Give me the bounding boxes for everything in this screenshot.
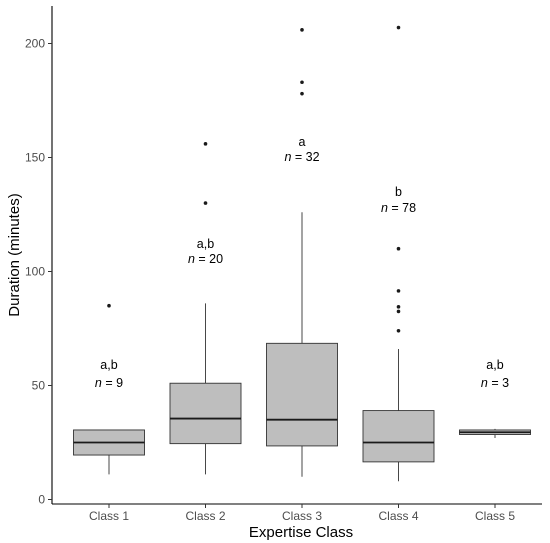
sample-size-label: n = 3 — [481, 376, 509, 390]
annotation: a,b n = 3 — [481, 358, 509, 390]
outlier-point — [107, 303, 111, 308]
x-tick-label: Class 1 — [89, 509, 129, 523]
box-group — [362, 25, 435, 482]
outlier-point — [203, 201, 208, 205]
outlier-point — [396, 328, 401, 333]
iqr-box — [362, 410, 435, 463]
outlier-point — [300, 28, 304, 32]
box-group — [73, 303, 145, 475]
group-letter-label: b — [395, 185, 402, 199]
outlier-point — [396, 309, 401, 314]
outlier-point — [203, 142, 208, 146]
annotation: an = 32 — [284, 135, 319, 164]
x-axis-ticks: Class 1 Class 2 Class 3 Class 4 Class 5 — [89, 504, 515, 523]
annotation: a,b n = 9 — [95, 358, 123, 390]
y-axis-title: Duration (minutes) — [6, 193, 23, 316]
x-tick-label: Class 5 — [475, 509, 515, 523]
box-group — [459, 428, 531, 438]
outlier-point — [396, 25, 401, 30]
box-group — [266, 28, 338, 477]
outlier-point — [300, 91, 304, 96]
sample-size-label: n = 9 — [95, 376, 123, 390]
outlier-point — [396, 289, 401, 293]
sample-size-label: n = 32 — [284, 150, 319, 164]
y-tick-label: 50 — [32, 379, 46, 393]
x-axis-title: Expertise Class — [249, 524, 353, 541]
group-letter-label: a,b — [486, 358, 503, 372]
annotation: a,bn = 20 — [188, 237, 223, 266]
sample-size-label: n = 78 — [381, 201, 416, 215]
box-group — [169, 142, 242, 475]
outlier-point — [396, 305, 401, 309]
y-tick-label: 0 — [38, 493, 45, 507]
group-letter-label: a,b — [100, 358, 117, 372]
y-tick-label: 150 — [25, 151, 45, 165]
x-tick-label: Class 3 — [282, 509, 322, 523]
iqr-box — [266, 342, 338, 447]
sample-size-label: n = 20 — [188, 252, 223, 266]
y-tick-label: 200 — [25, 37, 45, 51]
x-tick-label: Class 4 — [378, 509, 418, 523]
group-letter-label: a — [299, 135, 306, 149]
group-letter-label: a,b — [197, 237, 214, 251]
y-axis-ticks: 0 50 100 150 200 — [25, 37, 52, 507]
outlier-point — [396, 246, 401, 251]
y-tick-label: 100 — [25, 265, 45, 279]
x-tick-label: Class 2 — [185, 509, 225, 523]
annotation: b n = 78 — [381, 185, 416, 215]
iqr-box — [169, 382, 242, 445]
outlier-point — [300, 80, 304, 85]
